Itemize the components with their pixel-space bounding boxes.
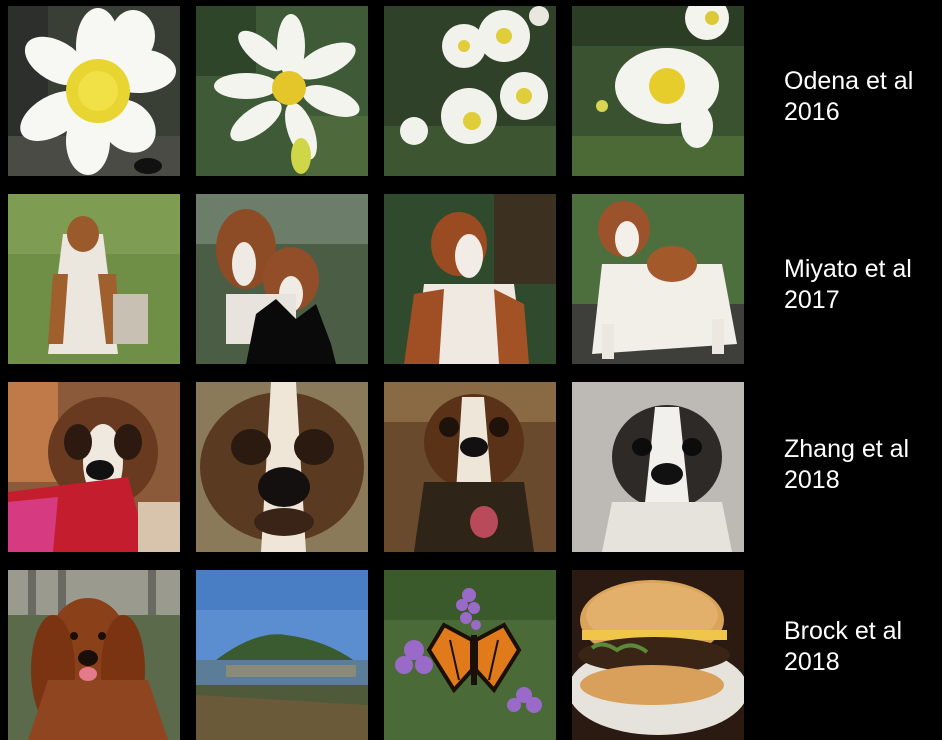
model-label-zhang: Zhang et al 2018	[784, 434, 909, 496]
year-text: 2018	[784, 466, 840, 494]
sample-tile-coastal-island	[196, 570, 368, 740]
sample-row-4: Brock et al 2018	[0, 570, 942, 740]
author-text: Brock et al	[784, 617, 903, 645]
model-label-brock: Brock et al 2018	[784, 616, 902, 678]
sample-tile-saint-bernard-brown	[384, 382, 556, 552]
sample-tile-spaniel-pair	[196, 194, 368, 364]
model-label-miyato: Miyato et al 2017	[784, 254, 912, 316]
sample-tile-spaniel-sitting	[384, 194, 556, 364]
sample-tile-daisy-closeup	[8, 6, 180, 176]
author-text: Zhang et al	[784, 435, 910, 463]
sample-tile-saint-bernard-gray	[572, 382, 744, 552]
sample-row-2: Miyato et al 2017	[0, 194, 942, 366]
year-text: 2016	[784, 98, 840, 126]
sample-tile-spaniel-grass	[8, 194, 180, 364]
year-text: 2018	[784, 648, 840, 676]
sample-tile-daisy-cluster	[384, 6, 556, 176]
sample-tile-cheeseburger	[572, 570, 744, 740]
sample-tile-saint-bernard-face	[196, 382, 368, 552]
sample-tile-saint-bernard-red-blanket	[8, 382, 180, 552]
sample-tile-daisy-single	[196, 6, 368, 176]
sample-tile-monarch-butterfly	[384, 570, 556, 740]
model-label-odena: Odena et al 2016	[784, 66, 913, 128]
sample-row-3: Zhang et al 2018	[0, 382, 942, 554]
author-text: Miyato et al	[784, 255, 912, 283]
sample-tile-daisy-field	[572, 6, 744, 176]
sample-row-1: Odena et al 2016	[0, 6, 942, 178]
author-text: Odena et al	[784, 67, 914, 95]
year-text: 2017	[784, 286, 840, 314]
sample-tile-cocker-spaniel	[8, 570, 180, 740]
sample-tile-spaniel-standing	[572, 194, 744, 364]
